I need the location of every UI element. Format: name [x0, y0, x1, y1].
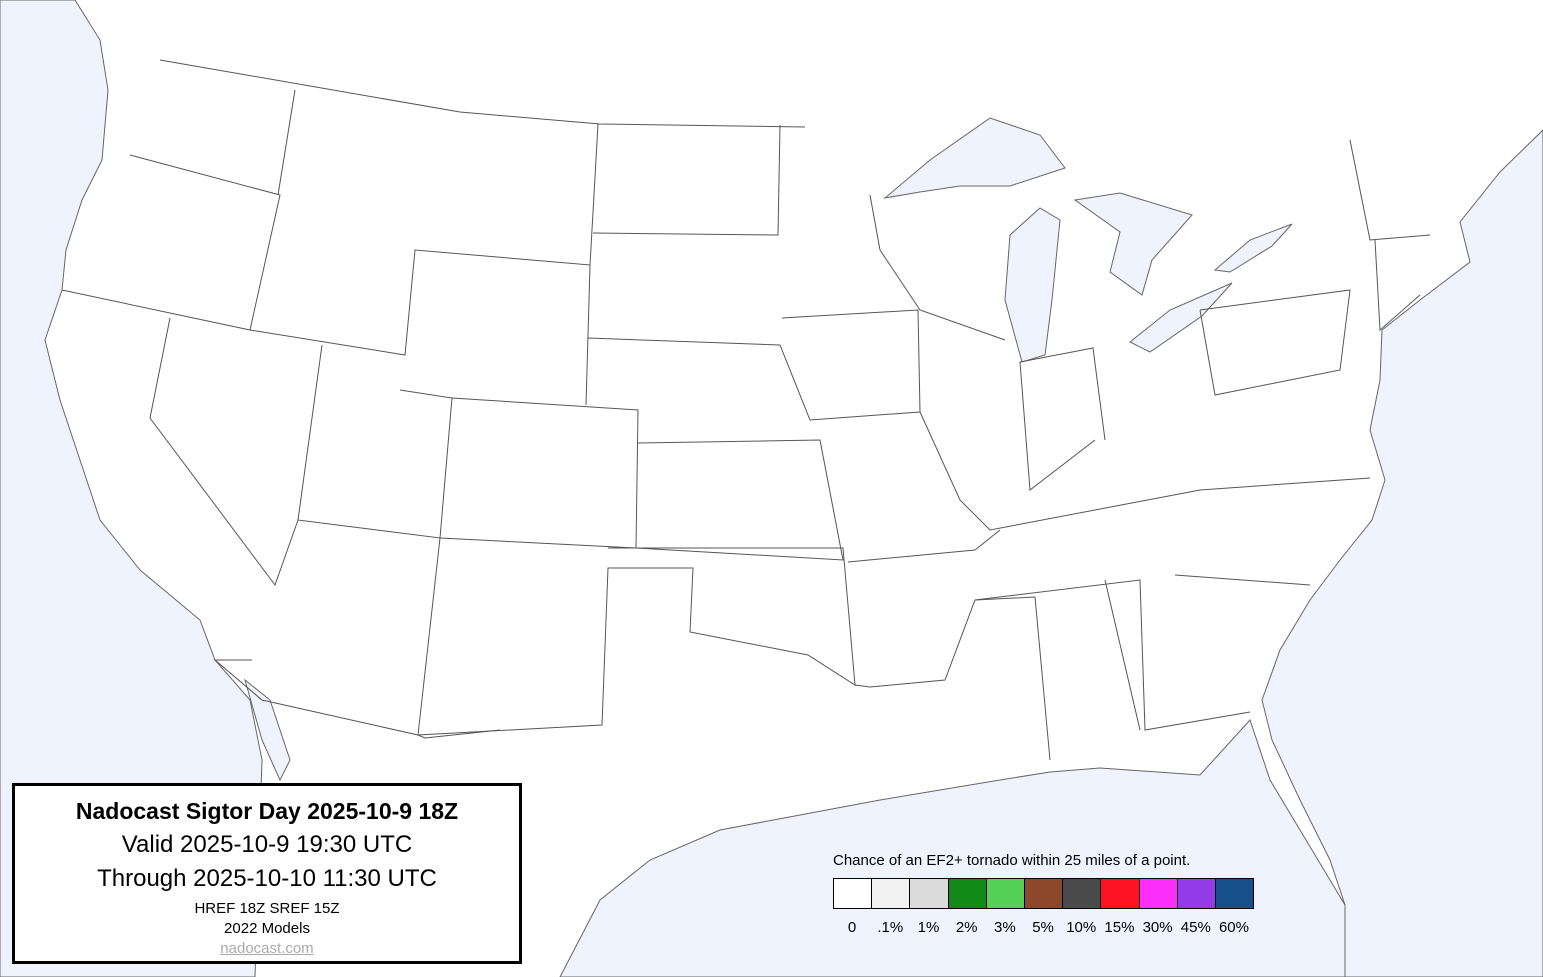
legend-swatch	[1215, 879, 1254, 908]
atlantic-ocean	[1261, 129, 1543, 977]
forecast-info-box: Nadocast Sigtor Day 2025-10-9 18Z Valid …	[12, 783, 522, 964]
forecast-title: Nadocast Sigtor Day 2025-10-9 18Z	[75, 798, 459, 824]
nadocast-link[interactable]: nadocast.com	[220, 940, 314, 957]
legend-swatch	[910, 879, 949, 908]
lake-huron	[1073, 192, 1193, 296]
gulf-of-california	[244, 678, 291, 782]
legend-swatch	[1024, 879, 1064, 908]
legend-label: 0	[847, 919, 857, 936]
legend-swatch	[1177, 879, 1216, 908]
lake-michigan	[1004, 207, 1061, 363]
lake-ontario	[1213, 223, 1293, 273]
legend-labels: 0 .1% 1% 2% 3% 5% 10% 15% 30% 45% 60%	[833, 919, 1254, 936]
legend-label: 60%	[1218, 919, 1249, 936]
legend-label: 3%	[994, 919, 1016, 936]
legend-label: .1%	[877, 919, 904, 936]
legend-label: 5%	[1032, 919, 1054, 936]
legend-label: 1%	[917, 919, 940, 936]
legend-swatch	[1101, 879, 1140, 908]
legend-color-bar	[833, 878, 1254, 909]
through-time: Through 2025-10-10 11:30 UTC	[97, 865, 437, 892]
legend-swatch	[872, 879, 911, 908]
legend-label: 15%	[1104, 919, 1135, 936]
probability-legend: Chance of an EF2+ tornado within 25 mile…	[833, 852, 1254, 936]
legend-label: 45%	[1180, 919, 1211, 936]
lake-erie	[1129, 282, 1233, 353]
legend-title: Chance of an EF2+ tornado within 25 mile…	[833, 852, 1191, 869]
legend-swatch	[986, 879, 1025, 908]
legend-label: 10%	[1066, 919, 1097, 936]
legend-swatch	[834, 879, 873, 908]
legend-label: 30%	[1142, 919, 1173, 936]
pacific-ocean	[0, 0, 263, 977]
valid-time: Valid 2025-10-9 19:30 UTC	[121, 831, 413, 858]
model-version: 2022 Models	[224, 920, 310, 937]
legend-swatch	[948, 879, 987, 908]
legend-label: 2%	[955, 919, 978, 936]
model-runs: HREF 18Z SREF 15Z	[194, 900, 340, 917]
legend-swatch	[1063, 879, 1102, 908]
lake-superior	[883, 117, 1066, 199]
legend-swatch	[1139, 879, 1178, 908]
state-borders	[61, 59, 1431, 761]
gulf-of-mexico	[559, 719, 1346, 977]
